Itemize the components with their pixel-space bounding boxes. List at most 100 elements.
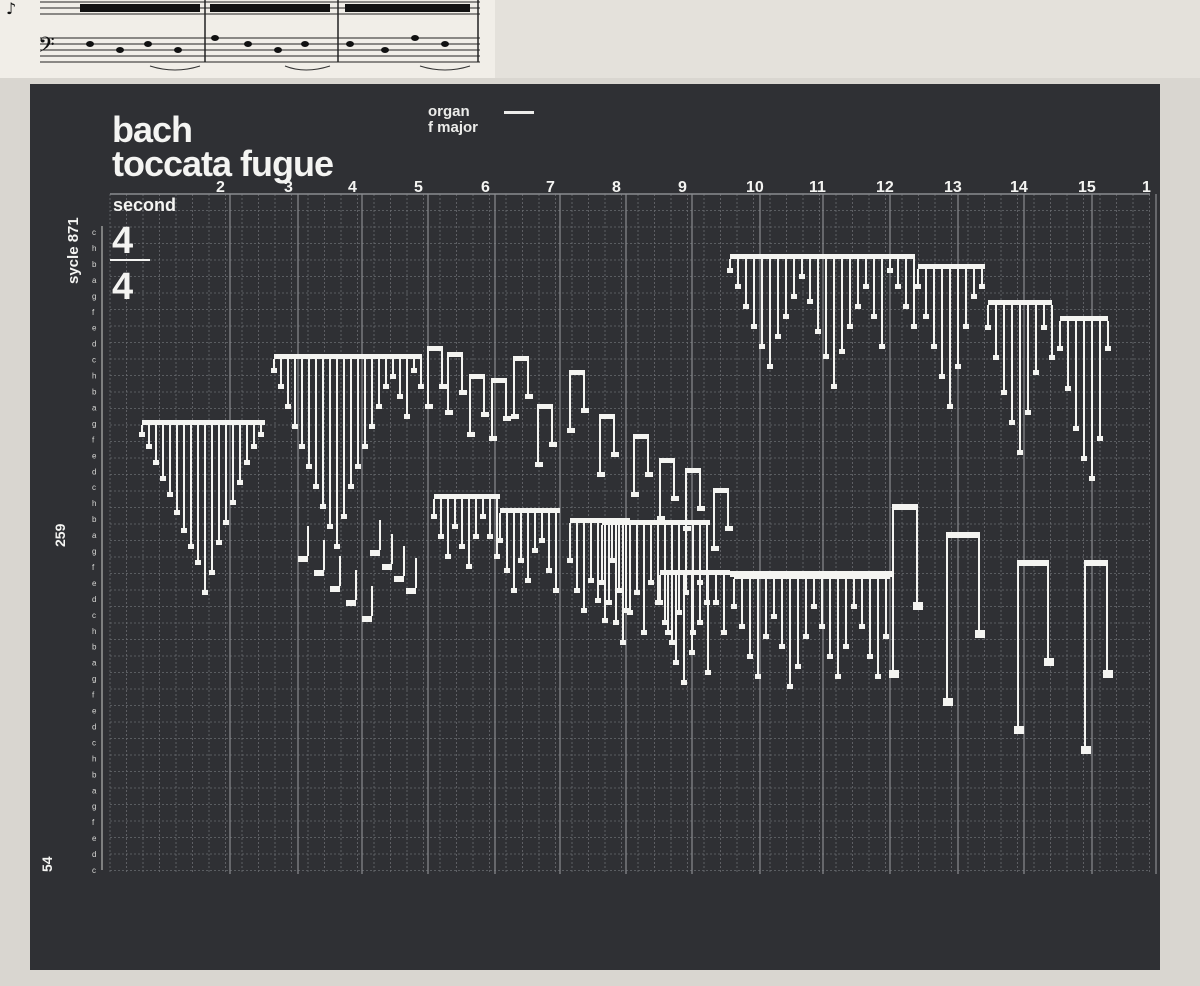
note-block <box>671 496 679 501</box>
note-block <box>167 492 173 497</box>
note-block <box>673 660 679 665</box>
x-tick-label: 2 <box>216 179 225 196</box>
score-note-head <box>411 35 419 41</box>
pitch-row-label: b <box>92 643 97 652</box>
note-block <box>438 534 444 539</box>
note-block <box>827 654 833 659</box>
svg-text:𝄢: 𝄢 <box>38 33 55 63</box>
note-block <box>285 404 291 409</box>
score-note-head <box>211 35 219 41</box>
note-block <box>1105 346 1111 351</box>
note-block <box>963 324 969 329</box>
note-block <box>971 294 977 299</box>
meter-top: 4 <box>112 220 133 262</box>
note-block <box>1085 560 1107 566</box>
note-block <box>755 674 761 679</box>
note-block <box>811 604 817 609</box>
note-block <box>595 598 601 603</box>
x-tick-label: 5 <box>414 179 423 196</box>
pitch-row-label: a <box>92 659 97 668</box>
axis-labels: second sycle 871 259 54 <box>39 195 176 872</box>
note-block <box>747 654 753 659</box>
meter-bottom: 4 <box>112 266 133 308</box>
note-block <box>803 634 809 639</box>
pitch-row-label: h <box>92 244 96 253</box>
note-block <box>1014 726 1024 734</box>
note-block <box>327 524 333 529</box>
note-block <box>609 558 615 563</box>
note-block <box>237 480 243 485</box>
svg-text:♪: ♪ <box>6 0 16 18</box>
note-block <box>648 580 654 585</box>
note-block <box>1060 316 1108 321</box>
note-block <box>230 500 236 505</box>
note-block <box>489 436 497 441</box>
x-tick-label: 12 <box>876 179 894 196</box>
note-block <box>549 442 557 447</box>
note-block <box>993 355 999 360</box>
note-block <box>314 570 324 576</box>
note-block <box>271 368 277 373</box>
x-tick-label: 9 <box>678 179 687 196</box>
note-block <box>459 544 465 549</box>
note-block <box>689 650 695 655</box>
note-block <box>160 476 166 481</box>
pitch-row-label: e <box>92 834 97 843</box>
note-block <box>787 684 793 689</box>
note-block <box>751 324 757 329</box>
pitch-row-label: e <box>92 324 97 333</box>
note-block <box>915 284 921 289</box>
note-block <box>411 368 417 373</box>
sheet-music-strip: 𝄢 ♪ <box>0 0 495 78</box>
pitch-row-label: h <box>92 372 96 381</box>
pitch-row-label: f <box>92 818 95 827</box>
note-block <box>657 600 663 605</box>
note-block <box>209 570 215 575</box>
note-block <box>606 600 612 605</box>
note-block <box>306 464 312 469</box>
note-block <box>382 564 392 570</box>
pitch-row-label: e <box>92 707 97 716</box>
note-block <box>779 644 785 649</box>
note-block <box>697 506 705 511</box>
note-block <box>1065 386 1071 391</box>
chart: chbagfedchbagfedchbagfedchbagfedchbagfed… <box>39 179 1157 875</box>
note-block <box>448 352 462 357</box>
x-tick-label: 8 <box>612 179 621 196</box>
score-note-head <box>244 41 252 47</box>
note-block <box>863 284 869 289</box>
note-block <box>570 518 630 523</box>
note-block <box>676 610 682 615</box>
note-block <box>298 556 308 562</box>
key-label: f major <box>428 119 479 136</box>
note-block <box>743 304 749 309</box>
note-block <box>705 670 711 675</box>
page-background <box>495 0 1200 78</box>
note-block <box>721 630 727 635</box>
note-block <box>657 516 665 521</box>
note-block <box>425 404 433 409</box>
note-block <box>859 624 865 629</box>
note-block <box>599 580 605 585</box>
note-block <box>665 630 671 635</box>
note-block <box>418 384 424 389</box>
note-block <box>771 614 777 619</box>
note-block <box>855 304 861 309</box>
note-block <box>480 514 486 519</box>
pitch-row-label: f <box>92 435 95 444</box>
note-block <box>581 608 587 613</box>
pitch-row-label: e <box>92 579 97 588</box>
y-axis-label-cycle: sycle 871 <box>65 217 82 284</box>
note-block <box>404 414 410 419</box>
note-block <box>613 620 619 625</box>
note-block <box>795 664 801 669</box>
note-block <box>602 618 608 623</box>
note-block <box>362 444 368 449</box>
sheet-music-image: 𝄢 ♪ <box>6 0 480 71</box>
pitch-axis: chbagfedchbagfedchbagfedchbagfedchbagfed… <box>92 226 103 875</box>
note-block <box>911 324 917 329</box>
note-block <box>313 484 319 489</box>
pitch-row-label: b <box>92 260 97 269</box>
note-block <box>466 564 472 569</box>
